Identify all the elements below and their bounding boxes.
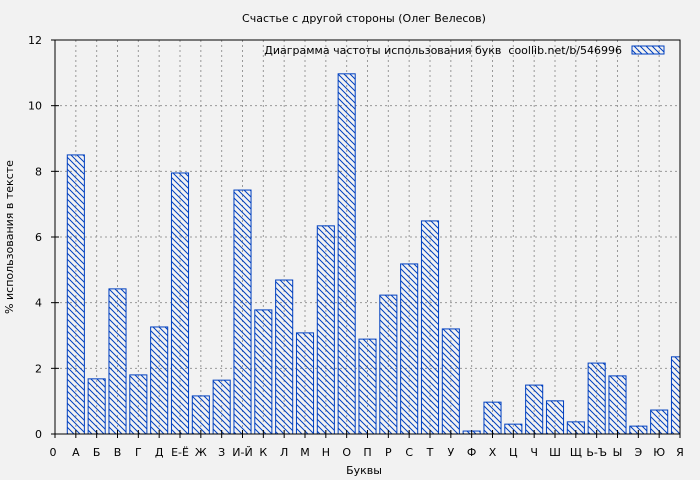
x-tick-label: Я	[676, 446, 684, 459]
x-tick-label: Е-Ё	[171, 446, 189, 459]
x-tick-label: Ю	[653, 446, 665, 459]
x-tick-label: Ш	[549, 446, 561, 459]
bar-Е-Ё	[170, 172, 190, 435]
x-tick-label: К	[259, 446, 267, 459]
x-tick-label: Д	[155, 446, 164, 459]
x-tick-label: З	[218, 446, 225, 459]
x-tick-label: Т	[426, 446, 434, 459]
bar-О	[337, 73, 356, 435]
bar-Ж	[191, 395, 210, 435]
bar-Ы	[608, 375, 627, 435]
bar-Б	[87, 378, 106, 435]
bar-Р	[379, 294, 398, 435]
bar-Я	[670, 356, 681, 435]
y-tick-label: 8	[35, 165, 42, 178]
y-tick-label: 12	[28, 34, 42, 47]
legend-label: Диаграмма частоты использования букв coo…	[264, 44, 622, 57]
x-tick-label: У	[447, 446, 454, 459]
chart-title: Счастье с другой стороны (Олег Велесов)	[242, 12, 486, 25]
x-tick-label: 0	[50, 446, 57, 459]
bar-З	[212, 379, 231, 435]
bar-П	[358, 338, 377, 435]
x-tick-label: Р	[385, 446, 392, 459]
bar-А	[66, 154, 85, 435]
x-tick-label: С	[405, 446, 413, 459]
bar-С	[400, 263, 419, 435]
x-tick-label: М	[300, 446, 310, 459]
x-tick-label: Б	[93, 446, 101, 459]
x-tick-label: Ф	[467, 446, 476, 459]
bar-Д	[150, 326, 169, 435]
bar-К	[254, 309, 273, 435]
x-tick-label: Ц	[509, 446, 518, 459]
x-tick-label: Ь-Ъ	[586, 446, 607, 459]
bar-Н	[316, 225, 335, 435]
y-tick-label: 0	[35, 428, 42, 441]
x-axis-label: Буквы	[346, 464, 382, 477]
x-tick-label: Э	[634, 446, 642, 459]
x-tick-label: Н	[322, 446, 330, 459]
x-tick-label: Г	[135, 446, 142, 459]
y-tick-label: 2	[35, 362, 42, 375]
x-tick-label: И-Й	[232, 446, 252, 459]
x-tick-label: П	[363, 446, 371, 459]
x-tick-label: Л	[280, 446, 288, 459]
x-tick-label: Ж	[195, 446, 207, 459]
bar-И-Й	[233, 189, 252, 435]
y-axis-label: % использования в тексте	[3, 160, 16, 314]
bar-Х	[483, 401, 502, 435]
y-tick-label: 10	[28, 100, 42, 113]
y-tick-label: 6	[35, 231, 42, 244]
x-tick-label: О	[342, 446, 351, 459]
bar-Ш	[545, 400, 565, 435]
bar-Т	[420, 220, 440, 435]
bar-Ь-Ъ	[587, 362, 606, 435]
x-tick-label: В	[114, 446, 122, 459]
x-tick-label: Ч	[530, 446, 538, 459]
x-tick-label: Ы	[613, 446, 623, 459]
bar-Ч	[525, 384, 544, 435]
legend-swatch	[631, 45, 665, 55]
y-tick-label: 4	[35, 297, 42, 310]
bar-Л	[275, 279, 294, 435]
x-tick-label: Х	[489, 446, 497, 459]
x-tick-label: Щ	[570, 446, 582, 459]
x-tick-label: А	[72, 446, 80, 459]
bar-Г	[129, 374, 148, 435]
bar-В	[108, 288, 127, 435]
bar-У	[441, 328, 460, 435]
bar-М	[295, 332, 315, 435]
